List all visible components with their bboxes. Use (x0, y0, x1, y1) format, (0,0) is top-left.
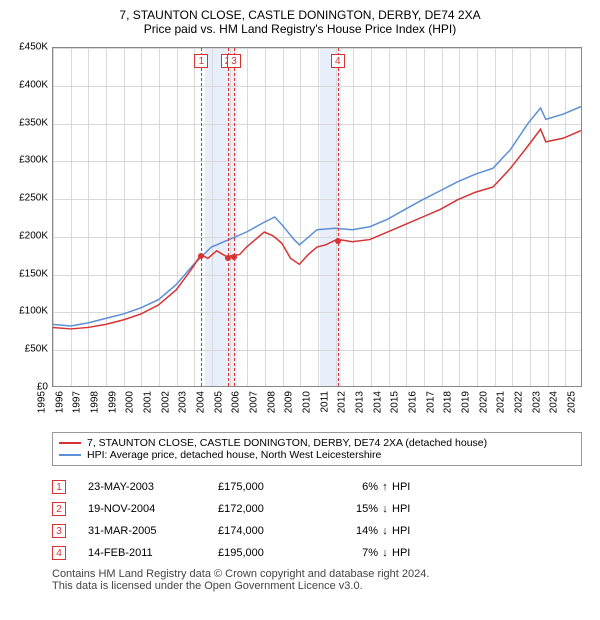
sale-row: 2 19-NOV-2004£172,00015%↓HPI (52, 498, 582, 520)
sale-arrow-icon: ↑ (378, 481, 392, 493)
y-axis-label: £50K (10, 344, 48, 355)
sale-pct: 14% (318, 525, 378, 537)
sale-price: £175,000 (218, 481, 318, 493)
x-axis-label: 2025 (567, 391, 598, 413)
sale-pct: 7% (318, 547, 378, 559)
y-axis-label: £250K (10, 193, 48, 204)
sale-date: 14-FEB-2011 (88, 547, 218, 559)
legend-swatch (59, 454, 81, 456)
sale-pct: 15% (318, 503, 378, 515)
chart-wrap: £0£50K£100K£150K£200K£250K£300K£350K£400… (10, 42, 590, 422)
sale-marker-number: 2 (52, 502, 66, 516)
y-axis-label: £200K (10, 230, 48, 241)
footnote-line: This data is licensed under the Open Gov… (52, 580, 582, 592)
legend-item-hpi: HPI: Average price, detached house, Nort… (59, 449, 575, 461)
sale-price: £174,000 (218, 525, 318, 537)
sale-date: 31-MAR-2005 (88, 525, 218, 537)
sale-row: 3 31-MAR-2005£174,00014%↓HPI (52, 520, 582, 542)
title-subtitle: Price paid vs. HM Land Registry's House … (10, 22, 590, 36)
sale-arrow-icon: ↓ (378, 547, 392, 559)
sale-arrow-icon: ↓ (378, 503, 392, 515)
sale-row: 1 23-MAY-2003£175,0006%↑HPI (52, 476, 582, 498)
chart-container: 7, STAUNTON CLOSE, CASTLE DONINGTON, DER… (0, 0, 600, 600)
title-address: 7, STAUNTON CLOSE, CASTLE DONINGTON, DER… (10, 8, 590, 22)
sale-marker-number: 3 (52, 524, 66, 538)
y-axis-label: £350K (10, 117, 48, 128)
plot-area: 1234 (52, 47, 582, 387)
legend-swatch (59, 442, 81, 444)
title-block: 7, STAUNTON CLOSE, CASTLE DONINGTON, DER… (10, 8, 590, 36)
sale-date: 19-NOV-2004 (88, 503, 218, 515)
sale-marker-dot (198, 253, 204, 259)
sale-marker-dot (225, 255, 231, 261)
y-axis-label: £400K (10, 79, 48, 90)
sale-marker-number: 1 (52, 480, 66, 494)
sale-marker-dot (231, 254, 237, 260)
sale-hpi-suffix: HPI (392, 547, 428, 559)
footnote: Contains HM Land Registry data © Crown c… (52, 564, 582, 592)
sale-hpi-suffix: HPI (392, 525, 428, 537)
sale-marker-box: 1 (194, 54, 208, 68)
sale-price: £195,000 (218, 547, 318, 559)
series-line (53, 107, 581, 326)
y-axis-label: £300K (10, 155, 48, 166)
sale-marker-dot (335, 238, 341, 244)
sale-hpi-suffix: HPI (392, 481, 428, 493)
y-axis-label: £100K (10, 306, 48, 317)
legend: 7, STAUNTON CLOSE, CASTLE DONINGTON, DER… (52, 432, 582, 466)
sale-marker-box: 3 (227, 54, 241, 68)
sale-pct: 6% (318, 481, 378, 493)
y-axis-label: £450K (10, 42, 48, 53)
legend-item-property: 7, STAUNTON CLOSE, CASTLE DONINGTON, DER… (59, 437, 575, 449)
sale-row: 4 14-FEB-2011£195,0007%↓HPI (52, 542, 582, 564)
sale-marker-box: 4 (331, 54, 345, 68)
y-axis-label: £150K (10, 268, 48, 279)
sale-price: £172,000 (218, 503, 318, 515)
sale-hpi-suffix: HPI (392, 503, 428, 515)
sale-arrow-icon: ↓ (378, 525, 392, 537)
sale-date: 23-MAY-2003 (88, 481, 218, 493)
legend-label: 7, STAUNTON CLOSE, CASTLE DONINGTON, DER… (87, 437, 487, 449)
sales-table: 123-MAY-2003£175,0006%↑HPI219-NOV-2004£1… (52, 476, 582, 564)
footnote-line: Contains HM Land Registry data © Crown c… (52, 568, 582, 580)
sale-marker-number: 4 (52, 546, 66, 560)
legend-label: HPI: Average price, detached house, Nort… (87, 449, 381, 461)
line-series-svg (53, 48, 581, 386)
